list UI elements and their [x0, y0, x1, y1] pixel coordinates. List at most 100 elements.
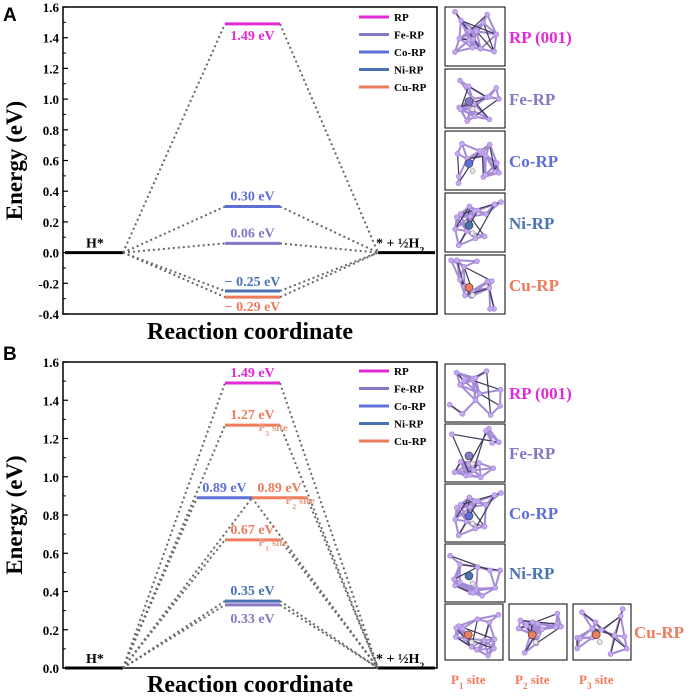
structure-a-2-atom [456, 173, 462, 180]
structure-a-2-h-atom [469, 168, 476, 174]
structure-a-3-atom [457, 211, 464, 217]
structure-b-cu-2-bond [619, 615, 626, 637]
structure-b-2-bond [456, 507, 468, 523]
structure-a-3-atom [498, 199, 504, 205]
structure-b-0-atom [460, 378, 467, 384]
panel-b-connector [306, 497, 379, 669]
structure-b-1-atom [476, 460, 482, 466]
structure-a-1-atom [465, 83, 472, 90]
structure-b-label: RP (001) [509, 384, 572, 403]
structure-b-0-bond-dark [479, 393, 501, 407]
structure-b-cu-2-atom [619, 606, 626, 612]
structure-a-3-atom [467, 213, 473, 220]
structure-b-0-atom [459, 411, 466, 417]
panel-b-legend-label: Co-RP [394, 401, 426, 413]
panel-b-connector [279, 600, 379, 669]
structure-a-4-dopant [464, 283, 474, 292]
panel-a-ytick-label: 0.2 [43, 215, 59, 230]
structure-a-label: Cu-RP [509, 276, 559, 295]
structure-a-2-atom [459, 140, 465, 147]
structure-b-cu-2-atom [611, 632, 618, 639]
structure-b-cu-2-bond-dark [592, 628, 615, 636]
structure-a-3 [444, 192, 506, 253]
structure-a-3-bond [458, 237, 476, 247]
structure-b-cu-0-bond [462, 618, 479, 630]
structure-b-cu-2-atom [577, 635, 583, 642]
structure-b-1-h-atom [469, 460, 476, 467]
panel-b-value-label: 0.89 eV [257, 481, 301, 496]
structure-a-0-atom [458, 17, 464, 24]
structure-a-1-bond [459, 80, 474, 100]
structure-a-3-atom [466, 203, 473, 210]
structure-b-cu-2-h-atom [596, 639, 603, 645]
structure-b-1-atom [470, 467, 477, 474]
panel-a-connector [279, 205, 379, 254]
structure-a-0-bond-dark [482, 22, 495, 52]
structure-b-1-atom [458, 458, 464, 465]
structure-b-2 [444, 483, 506, 543]
structure-b-cu-2-bond [576, 636, 594, 650]
panel-a-legend-label: Fe-RP [394, 30, 424, 42]
structure-b-2-bond [485, 492, 502, 506]
structure-b-cu-2-atom [617, 613, 624, 619]
structure-a-4-atom [461, 263, 467, 270]
structure-b-0-atom [497, 403, 503, 409]
structure-a-2-atom [486, 141, 493, 148]
structure-b-0-bond [479, 388, 501, 395]
structure-b-2-atom [491, 492, 498, 498]
panel-a-connector [122, 242, 226, 254]
panel-b-site-label-tail: site [296, 495, 315, 507]
panel-a-connector [279, 242, 379, 254]
cu-site-label-tail: site [528, 672, 550, 687]
structure-b-2-atom [457, 501, 464, 508]
panel-a-value-label: − 0.29 eV [225, 300, 281, 315]
cu-site-label-sub: 3 [587, 681, 592, 691]
structure-a-1-bond-dark [459, 86, 470, 110]
structure-a-2-atom [454, 150, 461, 157]
structure-b-3-atom [456, 579, 463, 586]
panel-b-site-label: P1 site [259, 537, 288, 553]
structure-a-2-atom [494, 160, 500, 166]
cu-site-label-main: P [515, 672, 523, 687]
structure-b-cu-0-h-atom [468, 639, 475, 645]
panel-a-ytick-label: 1.2 [43, 61, 59, 76]
panel-a-connector [122, 251, 226, 299]
structure-b-cu-2-bond-dark [581, 611, 628, 650]
structure-b-cu-1-atom [517, 617, 524, 624]
structure-a-3-atom [491, 201, 498, 208]
panel-b-site-label-sub: 3 [265, 429, 269, 438]
panel-a-connector [122, 251, 226, 292]
structure-b-label: Cu-RP [634, 623, 684, 642]
structure-a-2-atom [496, 170, 502, 176]
structure-a-0-atom [469, 44, 476, 51]
structure-a-0-atom [466, 28, 473, 34]
structure-a-3-atom [472, 235, 479, 242]
structure-b-cu-1-atom [534, 620, 541, 627]
structure-b-cu-1-atom [553, 624, 559, 630]
structure-a-4-atom [487, 306, 493, 312]
structure-a-3-atom [471, 207, 478, 214]
structure-b-cu-1-dopant [527, 630, 537, 640]
structure-a-0-atom [493, 31, 500, 38]
panel-a-value-label: 0.30 eV [230, 190, 274, 205]
panel-b-value-label: 1.27 eV [230, 408, 274, 423]
panel-a-xlabel: Reaction coordinate [147, 319, 353, 345]
panel-b-ylabel: Energy (eV) [2, 455, 27, 574]
structure-b-cu-2-dopant [591, 630, 601, 640]
panel-b-legend-label: Cu-RP [394, 436, 427, 448]
structure-b-1-bond [485, 430, 500, 443]
structure-b-3-atom [497, 567, 503, 574]
panel-b-connector [279, 539, 379, 669]
structure-a-3-atom [454, 214, 460, 220]
panel-b-site-label-sub: 2 [292, 501, 296, 510]
structure-b-2-atom [467, 504, 473, 510]
structure-a-1 [444, 68, 506, 129]
panel-a-initial-label: H* [86, 237, 104, 252]
panel-b-site-label-tail: site [269, 422, 288, 434]
structure-b-1 [444, 423, 506, 483]
panel-a-ytick-label: -0.2 [38, 276, 59, 291]
cu-site-label: P1 site [451, 672, 486, 691]
panel-b-site-label-sub: 1 [265, 543, 269, 552]
panel-b-connector [122, 424, 226, 669]
